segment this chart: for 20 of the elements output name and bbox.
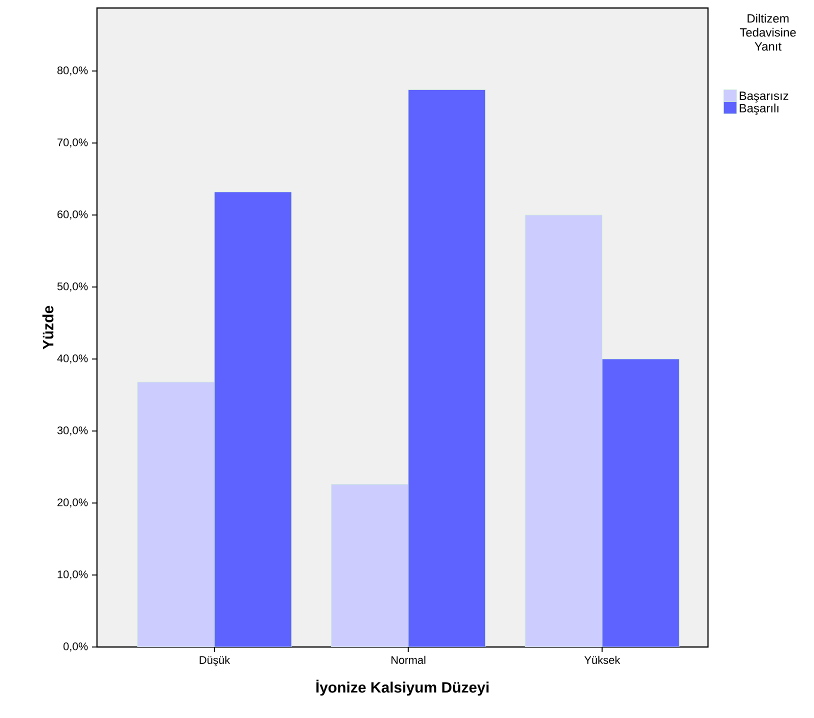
- x-tick-label: Normal: [392, 656, 426, 664]
- legend-title: Diltizem Tedavisine Yanıt: [740, 14, 796, 51]
- y-tick-label: 10,0%: [58, 570, 88, 580]
- x-axis-title: İyonize Kalsiyum Düzeyi: [316, 680, 489, 696]
- x-tick-label: Yüksek: [584, 656, 620, 664]
- legend-label: Başarılı: [740, 104, 778, 115]
- y-tick-label: 20,0%: [57, 498, 88, 508]
- bar: [331, 484, 409, 647]
- y-tick-label: 0,0%: [63, 642, 88, 652]
- legend-label: Başarısız: [740, 92, 788, 102]
- y-tick-label: 50,0%: [57, 282, 88, 292]
- bar: [137, 382, 215, 647]
- y-tick-label: 70,0%: [58, 138, 88, 148]
- y-tick-label: 30,0%: [57, 426, 88, 436]
- bar: [524, 214, 602, 647]
- y-axis-title: Yüzde: [42, 306, 54, 350]
- y-tick-label: 80,0%: [57, 66, 88, 76]
- y-tick-label: 40,0%: [57, 354, 88, 364]
- x-tick-label: Düşük: [200, 656, 230, 666]
- y-tick-label: 60,0%: [58, 210, 88, 220]
